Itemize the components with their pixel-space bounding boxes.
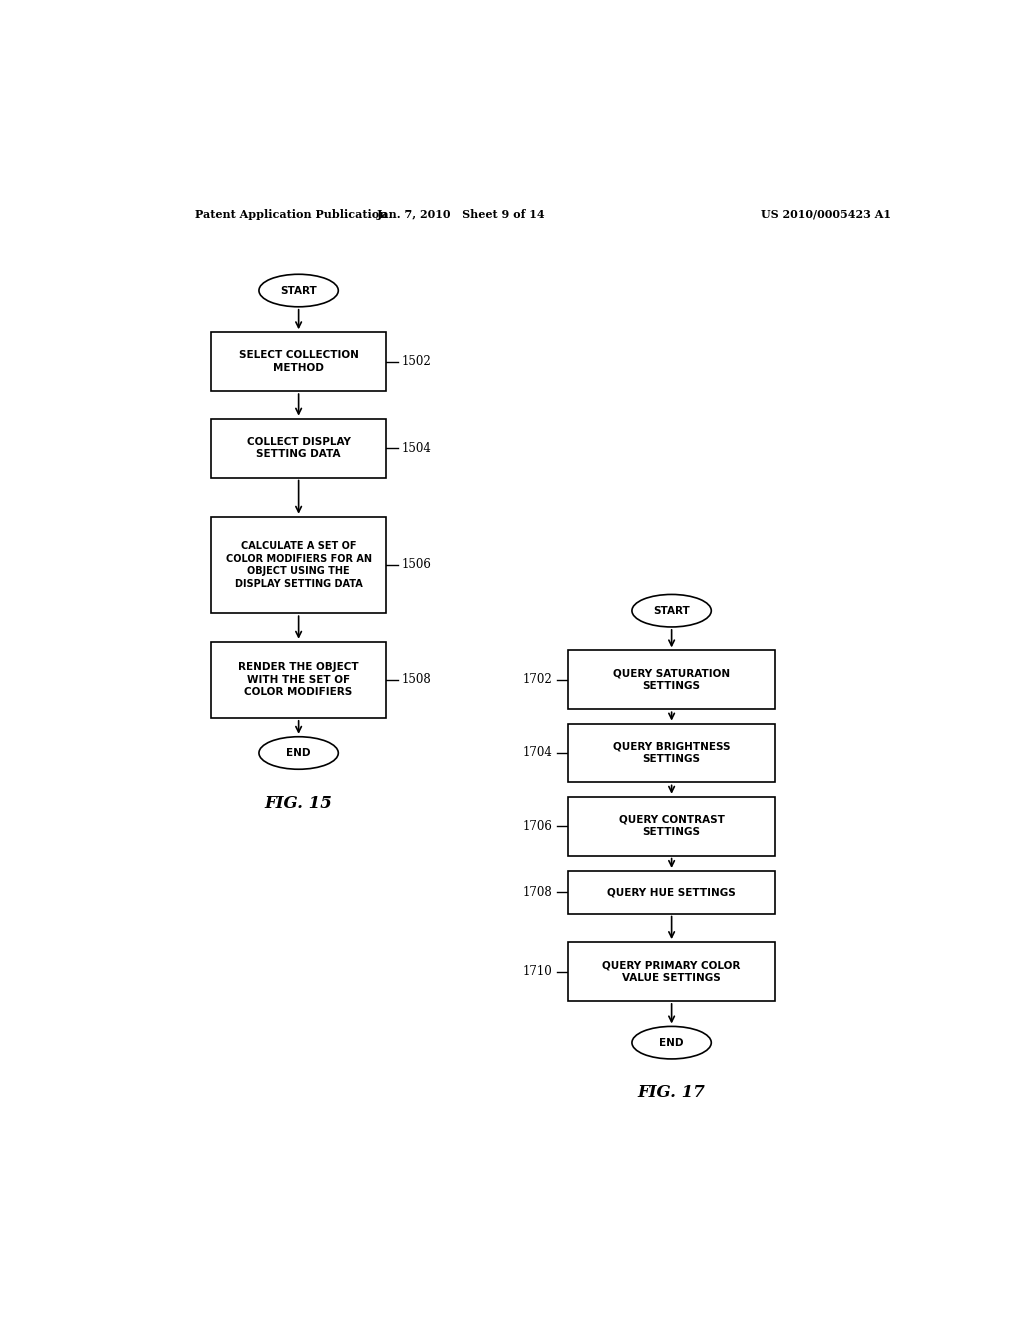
Text: END: END xyxy=(659,1038,684,1048)
Text: QUERY PRIMARY COLOR
VALUE SETTINGS: QUERY PRIMARY COLOR VALUE SETTINGS xyxy=(602,961,740,982)
Text: 1710: 1710 xyxy=(523,965,553,978)
Ellipse shape xyxy=(632,1027,712,1059)
Text: QUERY SATURATION
SETTINGS: QUERY SATURATION SETTINGS xyxy=(613,669,730,690)
Text: COLLECT DISPLAY
SETTING DATA: COLLECT DISPLAY SETTING DATA xyxy=(247,437,350,459)
Text: START: START xyxy=(281,285,317,296)
Text: Jan. 7, 2010   Sheet 9 of 14: Jan. 7, 2010 Sheet 9 of 14 xyxy=(377,209,546,220)
Text: END: END xyxy=(287,748,311,758)
FancyBboxPatch shape xyxy=(211,418,386,478)
Text: 1502: 1502 xyxy=(401,355,431,368)
Text: 1504: 1504 xyxy=(401,442,432,454)
Text: SELECT COLLECTION
METHOD: SELECT COLLECTION METHOD xyxy=(239,351,358,372)
Ellipse shape xyxy=(259,737,338,770)
FancyBboxPatch shape xyxy=(211,642,386,718)
Text: RENDER THE OBJECT
WITH THE SET OF
COLOR MODIFIERS: RENDER THE OBJECT WITH THE SET OF COLOR … xyxy=(239,663,359,697)
Text: CALCULATE A SET OF
COLOR MODIFIERS FOR AN
OBJECT USING THE
DISPLAY SETTING DATA: CALCULATE A SET OF COLOR MODIFIERS FOR A… xyxy=(225,541,372,589)
FancyBboxPatch shape xyxy=(568,651,775,709)
Ellipse shape xyxy=(632,594,712,627)
Text: US 2010/0005423 A1: US 2010/0005423 A1 xyxy=(762,209,891,220)
Text: QUERY HUE SETTINGS: QUERY HUE SETTINGS xyxy=(607,887,736,898)
FancyBboxPatch shape xyxy=(568,797,775,855)
Text: 1708: 1708 xyxy=(523,886,553,899)
Text: QUERY CONTRAST
SETTINGS: QUERY CONTRAST SETTINGS xyxy=(618,814,725,837)
Text: Patent Application Publication: Patent Application Publication xyxy=(196,209,388,220)
FancyBboxPatch shape xyxy=(568,871,775,913)
Text: 1506: 1506 xyxy=(401,558,432,572)
FancyBboxPatch shape xyxy=(211,333,386,391)
Ellipse shape xyxy=(259,275,338,306)
Text: QUERY BRIGHTNESS
SETTINGS: QUERY BRIGHTNESS SETTINGS xyxy=(613,742,730,764)
Text: FIG. 15: FIG. 15 xyxy=(264,795,333,812)
Text: START: START xyxy=(653,606,690,615)
FancyBboxPatch shape xyxy=(568,723,775,783)
Text: 1702: 1702 xyxy=(523,673,553,686)
FancyBboxPatch shape xyxy=(211,516,386,614)
Text: 1704: 1704 xyxy=(522,747,553,759)
Text: 1706: 1706 xyxy=(522,820,553,833)
FancyBboxPatch shape xyxy=(568,942,775,1001)
Text: 1508: 1508 xyxy=(401,673,431,686)
Text: FIG. 17: FIG. 17 xyxy=(638,1084,706,1101)
